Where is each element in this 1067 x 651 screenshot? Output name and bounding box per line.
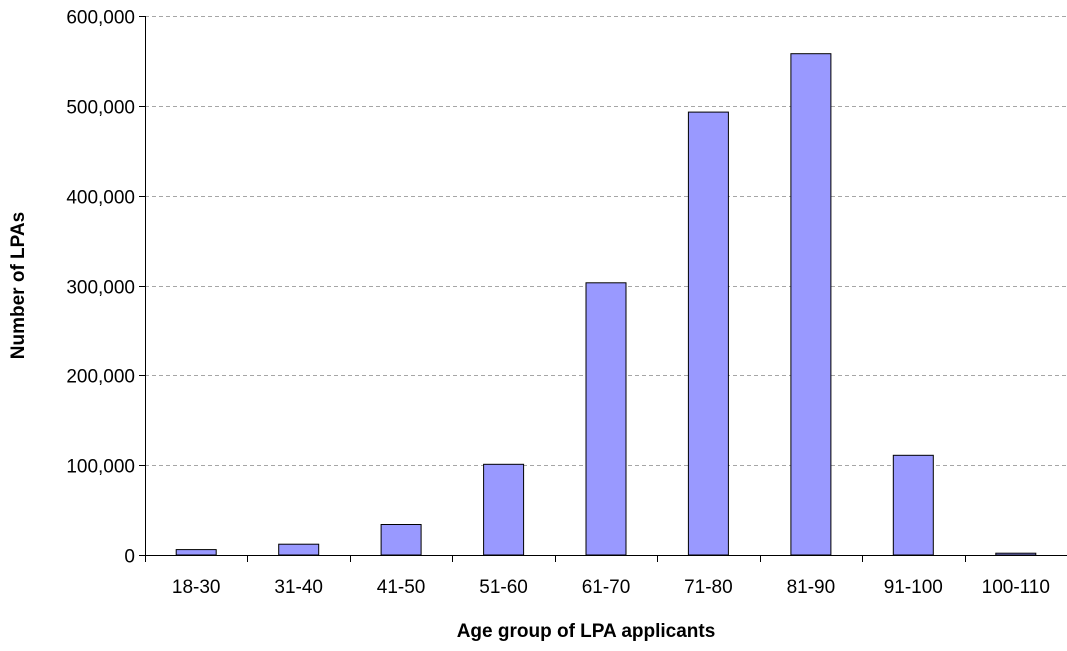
x-tick-label: 51-60 — [479, 577, 528, 598]
axes: 0 100,000 200,000 300,000 400,000 500,000 600,… — [66, 8, 1067, 598]
bar-31-40 — [278, 543, 320, 556]
bar-18-30 — [175, 549, 217, 556]
x-tick-label: 61-70 — [582, 577, 631, 598]
y-tick-label: 600,000 — [66, 8, 135, 29]
bar-51-60 — [483, 463, 525, 556]
x-tick-label: 91-100 — [884, 577, 943, 598]
x-tick-label: 100-110 — [982, 577, 1050, 598]
y-tick-label: 0 — [124, 547, 135, 568]
bar-91-100 — [892, 454, 934, 556]
x-tick-label: 31-40 — [274, 577, 323, 598]
x-axis-title: Age group of LPA applicants — [457, 621, 716, 642]
bar-71-80 — [687, 111, 729, 556]
y-axis-title: Number of LPAs — [8, 212, 29, 359]
bar-41-50 — [380, 524, 422, 556]
y-tick-label: 500,000 — [66, 98, 135, 119]
y-tick-label: 400,000 — [66, 188, 135, 209]
bars — [175, 53, 1037, 556]
x-tick-label: 41-50 — [377, 577, 426, 598]
y-tick-label: 300,000 — [66, 278, 135, 299]
bar-61-70 — [585, 282, 627, 556]
y-tick-label: 200,000 — [66, 367, 135, 388]
x-tick-label: 71-80 — [684, 577, 733, 598]
y-tick-label: 100,000 — [66, 457, 135, 478]
bar-81-90 — [790, 53, 832, 556]
x-tick-label: 18-30 — [172, 577, 221, 598]
bar-100-110 — [995, 552, 1037, 556]
x-tick-label: 81-90 — [787, 577, 836, 598]
